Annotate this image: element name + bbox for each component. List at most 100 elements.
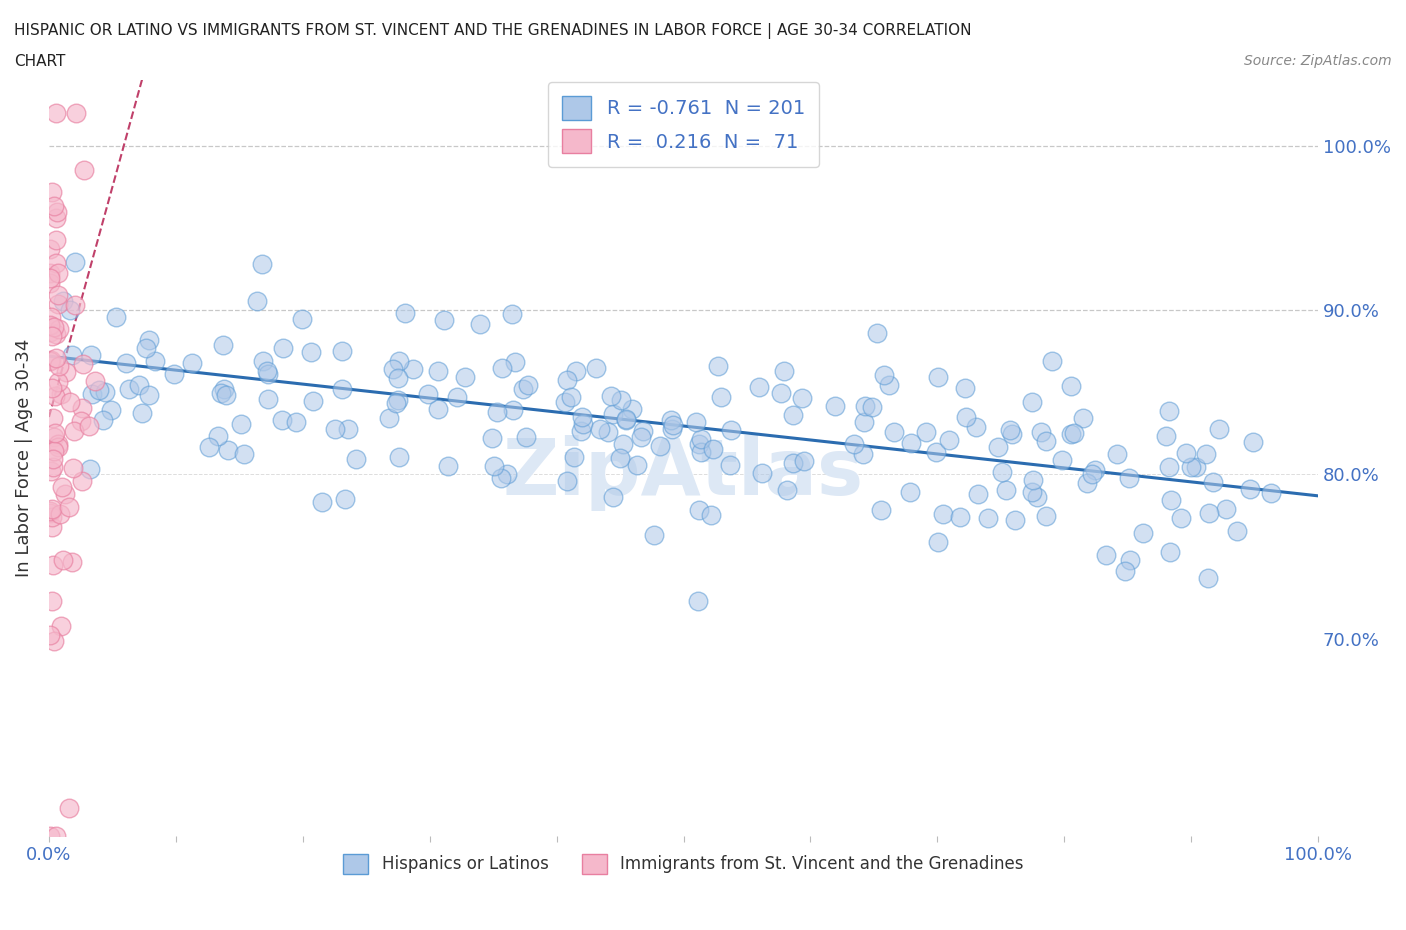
Legend: Hispanics or Latinos, Immigrants from St. Vincent and the Grenadines: Hispanics or Latinos, Immigrants from St… <box>336 847 1031 881</box>
Point <box>555 373 578 388</box>
Point <box>52 552 75 567</box>
Point <box>1160 492 1182 507</box>
Point <box>555 473 578 488</box>
Point <box>94 384 117 399</box>
Point <box>630 430 652 445</box>
Point <box>596 425 619 440</box>
Point <box>1063 426 1085 441</box>
Point <box>209 385 232 400</box>
Point <box>52 293 75 308</box>
Point <box>39 504 62 519</box>
Point <box>332 381 354 396</box>
Point <box>333 492 356 507</box>
Point <box>42 558 65 573</box>
Point <box>776 483 799 498</box>
Point <box>1239 482 1261 497</box>
Point <box>388 353 411 368</box>
Point <box>491 360 513 375</box>
Point <box>1071 411 1094 426</box>
Point <box>1040 353 1063 368</box>
Point <box>44 389 66 404</box>
Point <box>994 483 1017 498</box>
Point <box>915 425 938 440</box>
Point <box>291 312 314 326</box>
Point <box>470 316 492 331</box>
Point <box>1094 548 1116 563</box>
Point <box>1180 459 1202 474</box>
Point <box>42 634 65 649</box>
Point <box>1226 524 1249 538</box>
Point <box>39 829 62 844</box>
Point <box>49 618 72 633</box>
Point <box>63 255 86 270</box>
Point <box>965 419 987 434</box>
Point <box>1198 506 1220 521</box>
Point <box>39 464 62 479</box>
Point <box>252 353 274 368</box>
Point <box>41 501 63 516</box>
Point <box>41 184 63 199</box>
Point <box>554 394 576 409</box>
Point <box>41 328 63 343</box>
Point <box>648 439 671 454</box>
Point <box>402 362 425 377</box>
Point <box>1035 434 1057 449</box>
Point <box>569 423 592 438</box>
Point <box>323 422 346 437</box>
Point <box>481 431 503 445</box>
Point <box>63 423 86 438</box>
Point <box>938 432 960 447</box>
Point <box>105 310 128 325</box>
Point <box>41 510 63 525</box>
Point <box>1118 471 1140 485</box>
Point <box>42 430 65 445</box>
Point <box>505 354 527 369</box>
Point <box>41 380 63 395</box>
Point <box>793 454 815 469</box>
Point <box>84 374 107 389</box>
Point <box>42 198 65 213</box>
Point <box>1197 570 1219 585</box>
Point <box>614 413 637 428</box>
Point <box>1185 459 1208 474</box>
Point <box>46 265 69 280</box>
Point <box>270 412 292 427</box>
Point <box>87 383 110 398</box>
Point <box>131 405 153 420</box>
Point <box>387 392 409 407</box>
Point <box>180 355 202 370</box>
Point <box>842 437 865 452</box>
Point <box>853 399 876 414</box>
Point <box>1052 452 1074 467</box>
Point <box>59 395 82 410</box>
Point <box>256 392 278 406</box>
Point <box>824 399 846 414</box>
Point <box>39 271 62 286</box>
Point <box>718 458 741 472</box>
Point <box>45 205 67 219</box>
Point <box>426 401 449 416</box>
Point <box>662 418 685 432</box>
Point <box>302 394 325 409</box>
Point <box>515 430 537 445</box>
Point <box>659 412 682 427</box>
Point <box>207 429 229 444</box>
Point <box>387 370 409 385</box>
Point <box>49 506 72 521</box>
Point <box>59 303 82 318</box>
Point <box>39 353 62 368</box>
Point <box>39 319 62 334</box>
Point <box>1241 434 1264 449</box>
Point <box>41 593 63 608</box>
Point <box>271 340 294 355</box>
Point <box>229 417 252 432</box>
Point <box>1021 394 1043 409</box>
Point <box>80 386 103 401</box>
Point <box>454 369 477 384</box>
Point <box>877 378 900 392</box>
Point <box>585 361 607 376</box>
Point <box>866 326 889 340</box>
Text: Source: ZipAtlas.com: Source: ZipAtlas.com <box>1244 54 1392 68</box>
Point <box>792 391 814 405</box>
Point <box>256 364 278 379</box>
